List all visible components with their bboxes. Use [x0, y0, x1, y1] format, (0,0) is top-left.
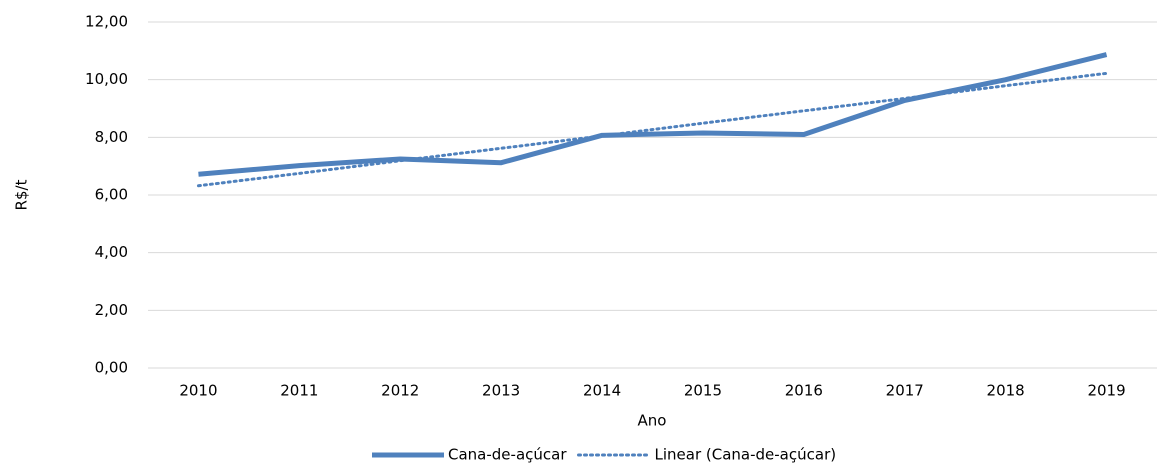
legend-label: Cana-de-açúcar [448, 446, 567, 464]
y-tick-label: 4,00 [95, 243, 128, 261]
legend-label: Linear (Cana-de-açúcar) [655, 446, 837, 464]
y-tick-label: 12,00 [85, 13, 128, 31]
x-tick-label: 2019 [1087, 382, 1125, 400]
x-tick-label: 2013 [482, 382, 520, 400]
y-tick-label: 2,00 [95, 301, 128, 319]
x-tick-label: 2015 [684, 382, 722, 400]
x-tick-label: 2011 [280, 382, 318, 400]
x-axis-label: Ano [638, 412, 667, 430]
x-tick-label: 2012 [381, 382, 419, 400]
y-axis-label: R$/t [13, 179, 31, 210]
x-tick-label: 2017 [886, 382, 924, 400]
line-series [198, 52, 1108, 177]
y-tick-label: 6,00 [95, 186, 128, 204]
x-tick-label: 2010 [179, 382, 217, 400]
y-tick-label: 0,00 [95, 359, 128, 377]
y-tick-label: 8,00 [95, 128, 128, 146]
line-series [196, 71, 1109, 188]
x-tick-label: 2016 [785, 382, 823, 400]
x-tick-label: 2014 [583, 382, 621, 400]
y-tick-label: 10,00 [85, 70, 128, 88]
x-tick-label: 2018 [987, 382, 1025, 400]
